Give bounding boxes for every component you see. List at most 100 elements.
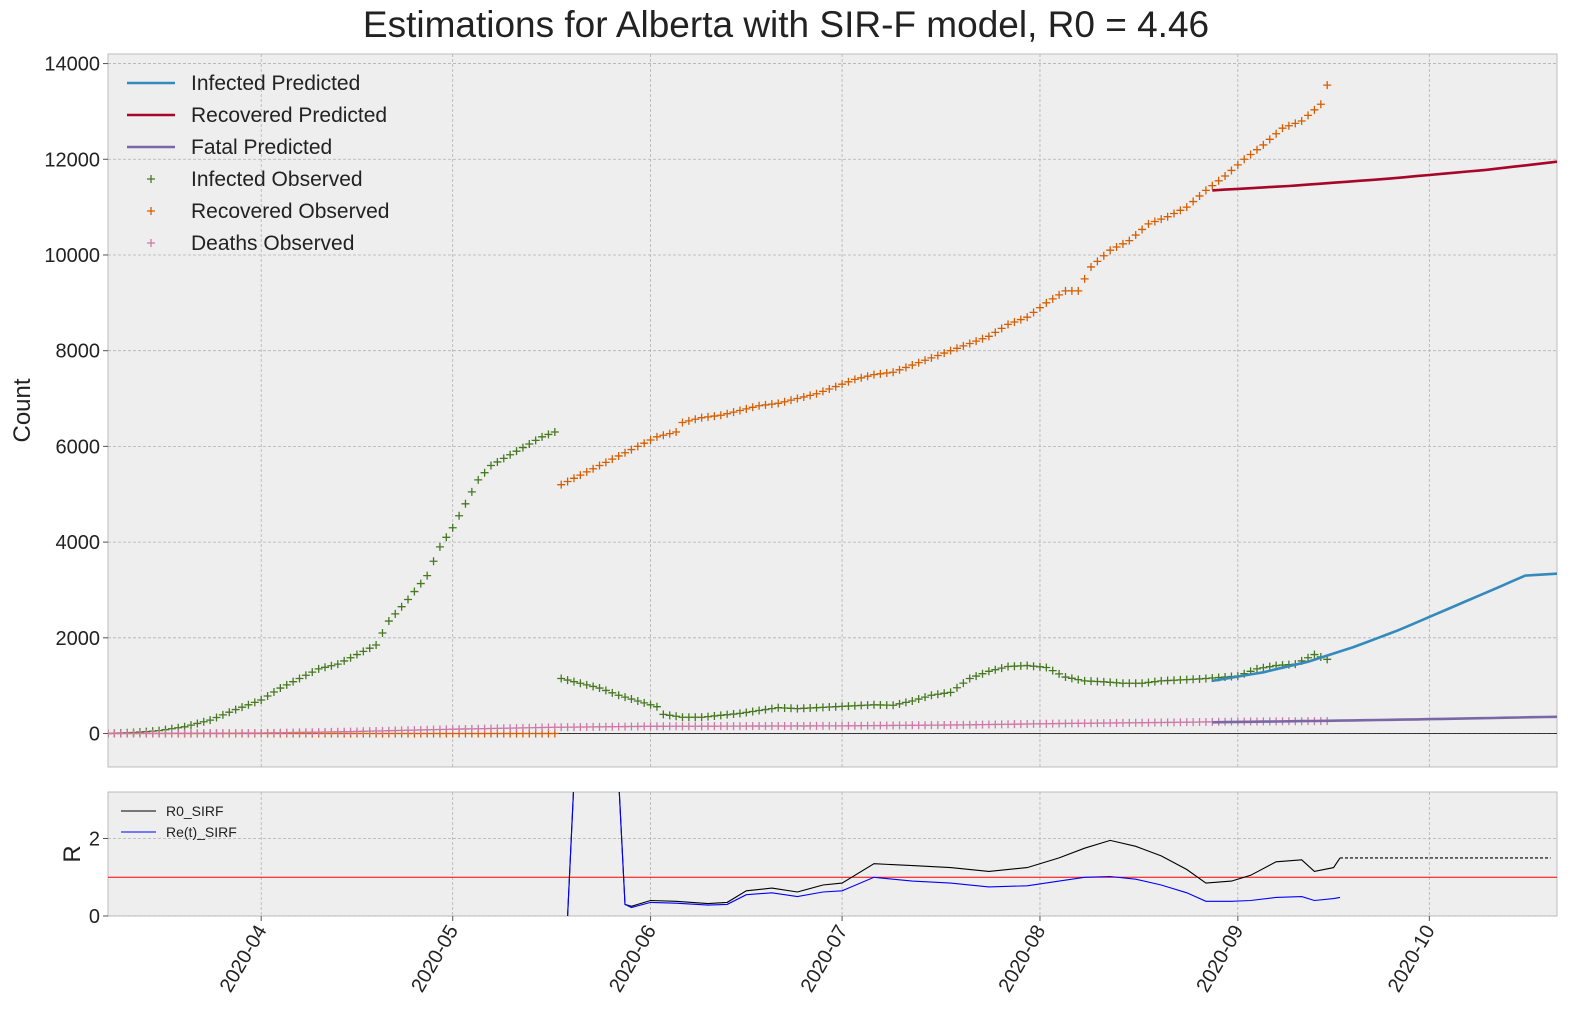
infected-observed-point xyxy=(652,702,661,711)
infected-observed-point xyxy=(895,699,904,708)
top-y-tick-label: 0 xyxy=(89,724,100,746)
infected-observed-point xyxy=(308,668,317,677)
infected-observed-point xyxy=(372,640,381,649)
infected-observed-point xyxy=(972,672,981,681)
infected-observed-point xyxy=(1150,677,1159,686)
infected-observed-point xyxy=(627,695,636,704)
recovered-observed-point xyxy=(646,436,655,445)
infected-observed-point xyxy=(397,602,406,611)
infected-observed-point xyxy=(416,579,425,588)
legend-label: Deaths Observed xyxy=(191,232,354,255)
infected-observed-point xyxy=(340,656,349,665)
recovered-observed-point xyxy=(684,416,693,425)
recovered-observed-point xyxy=(614,451,623,460)
infected-observed-point xyxy=(1074,675,1083,684)
recovered-observed-point xyxy=(601,458,610,467)
recovered-observed-point xyxy=(908,361,917,370)
recovered-observed-point xyxy=(716,411,725,420)
recovered-observed-point xyxy=(978,334,987,343)
infected-observed-point xyxy=(199,717,208,726)
infected-observed-point xyxy=(238,703,247,712)
infected-observed-point xyxy=(595,684,604,693)
infected-observed-point xyxy=(404,595,413,604)
infected-observed-point xyxy=(755,706,764,715)
recovered-observed-point xyxy=(1176,206,1185,215)
infected-observed-point xyxy=(1259,663,1268,672)
recovered-observed-point xyxy=(921,356,930,365)
recovered-observed-point xyxy=(914,358,923,367)
infected-observed-point xyxy=(959,679,968,688)
infected-observed-point xyxy=(908,696,917,705)
infected-observed-point xyxy=(672,712,681,721)
recovered-observed-point xyxy=(742,404,751,413)
infected-predicted-line xyxy=(1212,572,1557,683)
recovered-observed-point xyxy=(1310,105,1319,114)
infected-observed-point xyxy=(531,436,540,445)
infected-observed-point xyxy=(646,700,655,709)
recovered-observed-point xyxy=(627,445,636,454)
infected-observed-point xyxy=(1265,662,1274,671)
recovered-observed-point xyxy=(1182,203,1191,212)
recovered-observed-point xyxy=(787,396,796,405)
infected-observed-point xyxy=(423,571,432,580)
recovered-observed-point xyxy=(850,375,859,384)
bottom-y-tick-label: 0 xyxy=(89,906,100,928)
infected-observed-point xyxy=(640,698,649,707)
recovered-observed-point xyxy=(1042,298,1051,307)
infected-observed-point xyxy=(269,688,278,697)
infected-observed-point xyxy=(525,439,534,448)
recovered-observed-point xyxy=(901,363,910,372)
top-y-tick-label: 10000 xyxy=(44,245,100,267)
recovered-observed-point xyxy=(710,412,719,421)
recovered-observed-point xyxy=(1291,119,1300,128)
infected-observed-point xyxy=(614,691,623,700)
legend-label: Infected Predicted xyxy=(191,72,360,95)
recovered-observed-point xyxy=(1080,274,1089,283)
infected-observed-point xyxy=(633,696,642,705)
infected-observed-point xyxy=(1067,674,1076,683)
recovered-observed-point xyxy=(972,337,981,346)
recovered-observed-point xyxy=(621,448,630,457)
infected-observed-point xyxy=(442,533,451,542)
infected-observed-point xyxy=(282,680,291,689)
legend-label: Re(t)_SIRF xyxy=(166,824,237,840)
recovered-observed-point xyxy=(997,324,1006,333)
infected-observed-point xyxy=(276,684,285,693)
recovered-observed-point xyxy=(723,409,732,418)
recovered-observed-point xyxy=(895,365,904,374)
recovered-observed-point xyxy=(825,384,834,393)
recovered-observed-point xyxy=(793,394,802,403)
infected-observed-point xyxy=(455,511,464,520)
recovered-observed-point xyxy=(1106,246,1115,255)
top-y-tick-label: 2000 xyxy=(56,628,101,650)
recovered-observed-point xyxy=(1048,294,1057,303)
infected-observed-point xyxy=(767,704,776,713)
infected-observed-point xyxy=(901,698,910,707)
x-tick-label: 2020-07 xyxy=(797,922,853,997)
recovered-observed-point xyxy=(1131,231,1140,240)
infected-observed-point xyxy=(538,432,547,441)
infected-observed-point xyxy=(486,461,495,470)
infected-observed-point xyxy=(231,705,240,714)
recovered-observed-point xyxy=(1112,243,1121,252)
infected-observed-point xyxy=(512,447,521,456)
infected-observed-point xyxy=(601,686,610,695)
infected-observed-point xyxy=(563,676,572,685)
infected-observed-point xyxy=(244,700,253,709)
recovered-observed-point xyxy=(1055,290,1064,299)
infected-observed-point xyxy=(333,660,342,669)
recovered-observed-point xyxy=(838,380,847,389)
legend-marker-plus xyxy=(147,239,155,247)
recovered-observed-point xyxy=(563,477,572,486)
recovered-observed-point xyxy=(882,369,891,378)
recovered-observed-point xyxy=(1004,320,1013,329)
infected-observed-point xyxy=(352,650,361,659)
infected-observed-point xyxy=(1048,666,1057,675)
recovered-observed-point xyxy=(672,428,681,437)
re-t-sirf-line xyxy=(567,792,1341,916)
recovered-observed-point xyxy=(818,387,827,396)
top-series-group xyxy=(108,81,1557,738)
infected-observed-point xyxy=(1138,679,1147,688)
bottom-legend: R0_SIRF Re(t)_SIRF xyxy=(121,803,237,840)
